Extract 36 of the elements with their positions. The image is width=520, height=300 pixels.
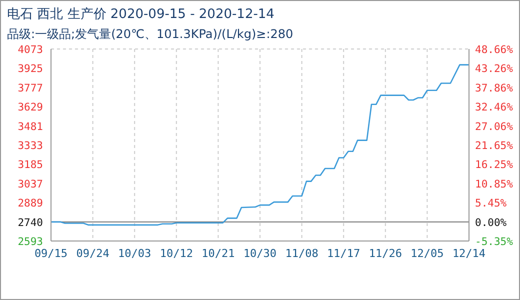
y2-tick-label: 32.46% [475, 102, 514, 114]
chart-title: 电石 西北 生产价 2020-09-15 - 2020-12-14 [7, 6, 274, 23]
chart-subtitle: 品级:一级品;发气量(20℃、101.3KPa)/(L/kg)≥:280 [7, 26, 294, 43]
y2-tick-label: 10.85% [475, 178, 514, 190]
x-tick-label: 10/12 [160, 246, 193, 260]
x-tick-label: 09/24 [76, 246, 110, 260]
y2-tick-label: 21.65% [475, 140, 514, 152]
y-tick-label: 2593 [18, 236, 43, 248]
y2-tick-label: 16.25% [475, 159, 514, 172]
y-tick-label: 3925 [18, 63, 43, 76]
y2-tick-label: 37.86% [475, 82, 514, 94]
y-tick-label: 3333 [18, 140, 43, 152]
x-tick-label: 12/05 [410, 246, 444, 260]
y-tick-label: 3629 [18, 102, 43, 114]
x-tick-label: 12/14 [452, 246, 486, 260]
x-tick-label: 10/03 [118, 246, 152, 260]
y2-tick-label: 5.45% [475, 198, 508, 210]
y2-tick-label: 0.00% [475, 216, 508, 229]
x-tick-label: 10/30 [243, 246, 277, 260]
y-tick-label: 2740 [18, 216, 43, 229]
x-tick-label: 11/26 [368, 246, 402, 260]
x-tick-label: 10/21 [202, 246, 235, 260]
y-tick-label: 3037 [18, 178, 43, 190]
x-tick-label: 09/15 [34, 246, 68, 260]
y-tick-label: 3185 [18, 159, 43, 172]
y2-tick-label: 48.66% [475, 44, 514, 56]
y2-tick-label: 43.26% [475, 63, 514, 76]
y-tick-label: 4073 [18, 44, 43, 56]
y-tick-label: 3777 [18, 82, 43, 94]
x-tick-label: 11/08 [285, 246, 318, 260]
line-series [51, 64, 469, 226]
y-tick-label: 2889 [18, 198, 43, 210]
y2-tick-label: -5.35% [475, 236, 514, 248]
x-tick-label: 11/17 [327, 246, 360, 260]
y-tick-label: 3481 [18, 120, 43, 133]
y2-tick-label: 27.06% [475, 120, 514, 133]
